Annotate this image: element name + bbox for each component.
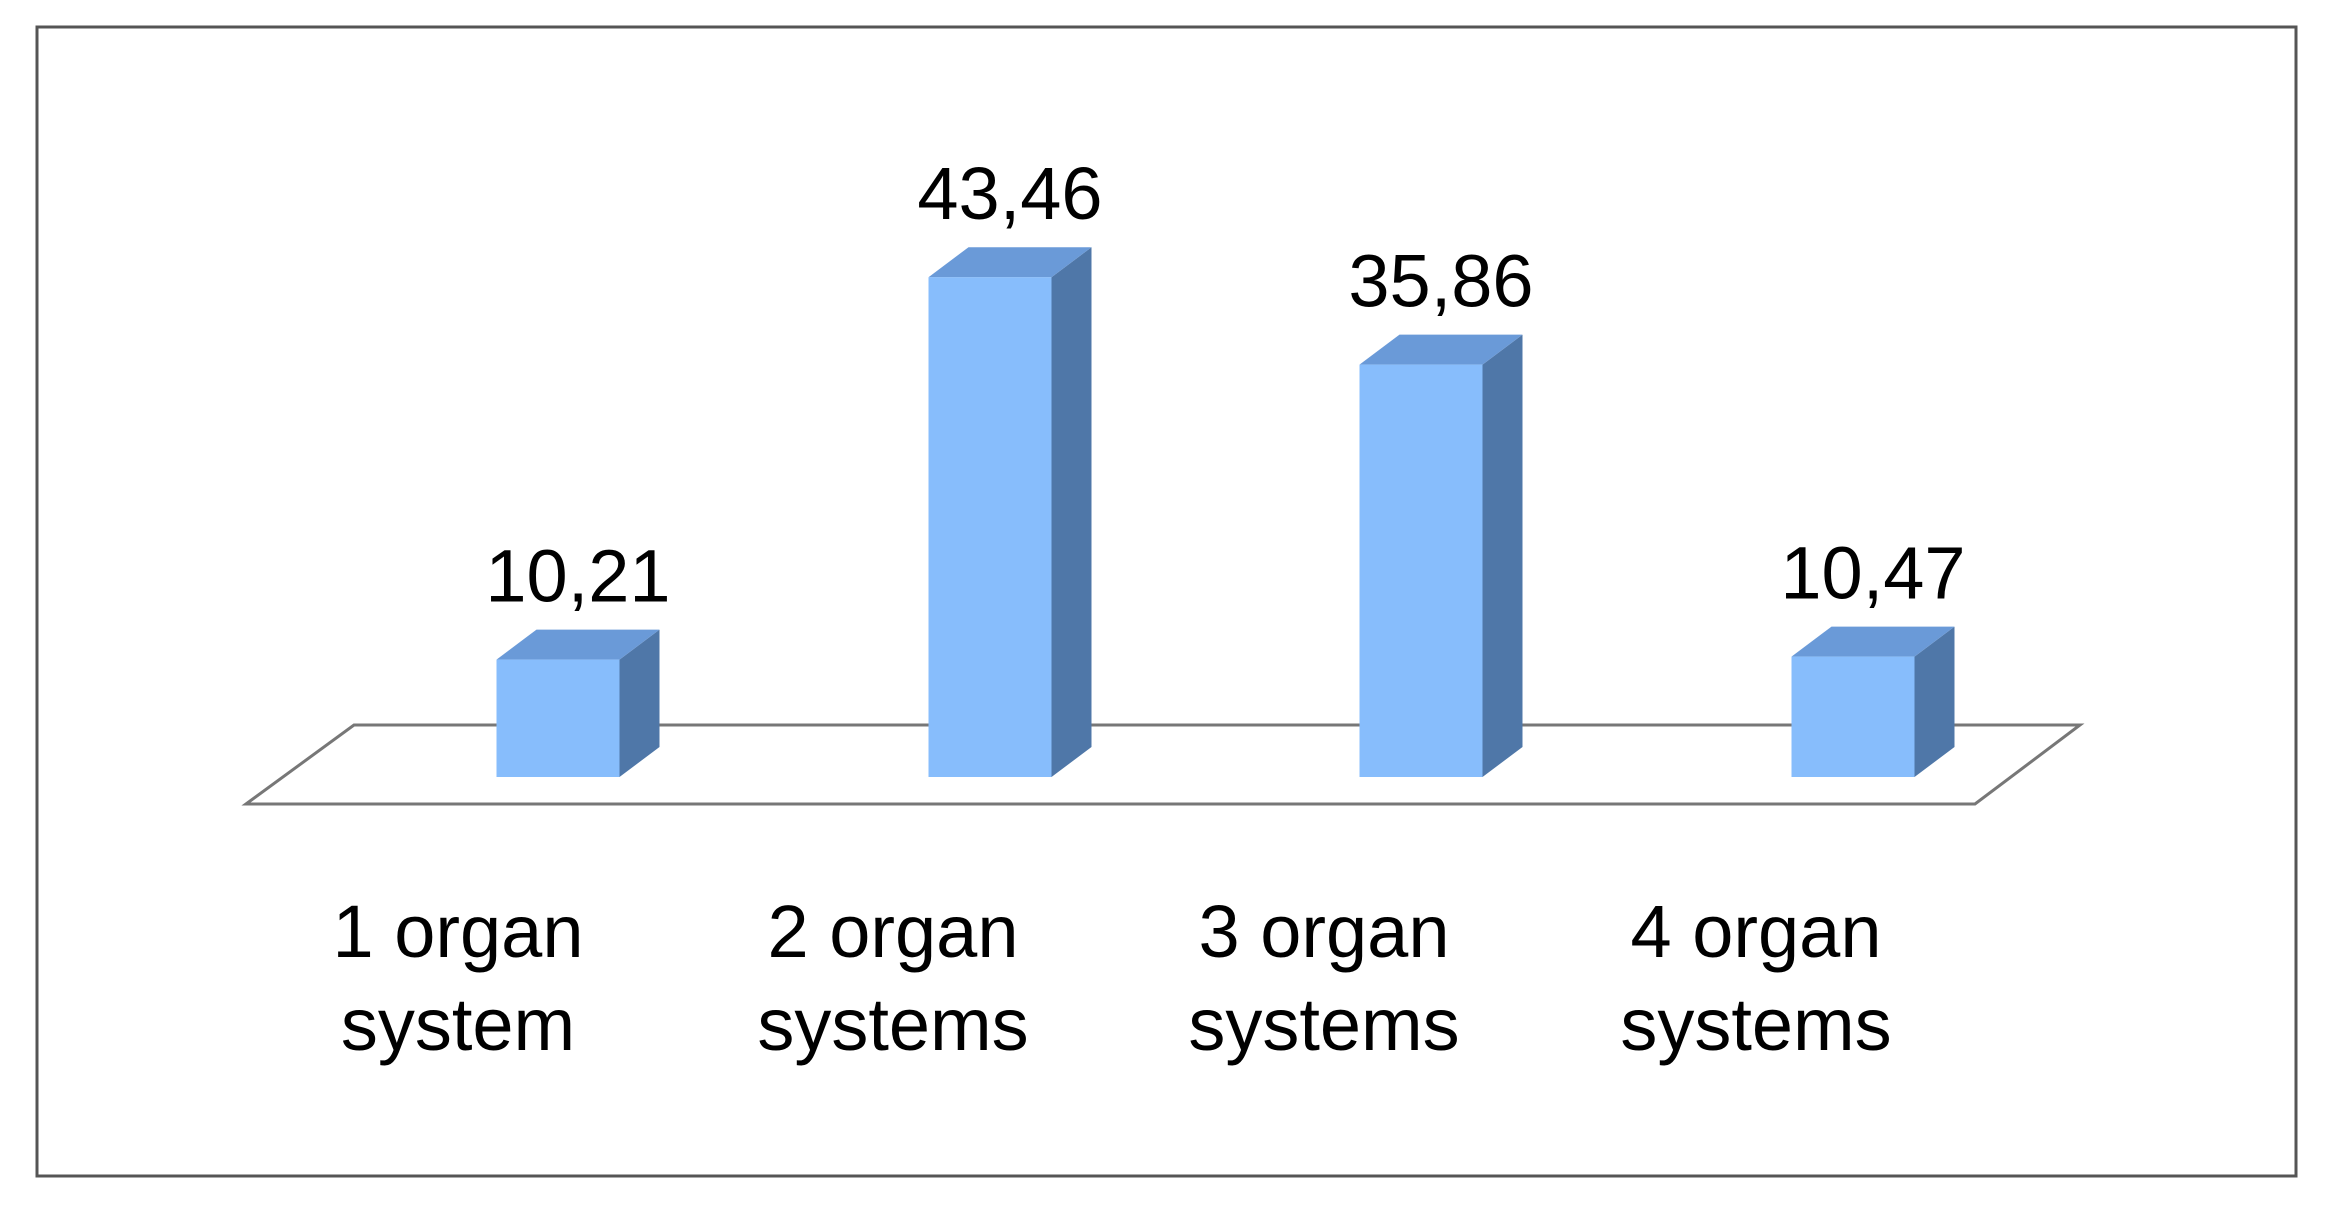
bar-side [1051, 247, 1092, 777]
value-label: 10,21 [485, 535, 670, 618]
bar-side [1482, 334, 1523, 777]
x-tick-label: 2 organ systems [757, 890, 1029, 1066]
x-tick-label: 3 organ systems [1188, 890, 1460, 1066]
bar-front [496, 659, 620, 777]
bar-front [1359, 364, 1483, 777]
value-label: 35,86 [1348, 240, 1533, 323]
bar-side [619, 629, 660, 777]
bar-top [496, 629, 660, 660]
value-label: 10,47 [1780, 532, 1965, 615]
bar-front [1791, 656, 1915, 777]
bar [496, 629, 660, 777]
bar-top [1359, 334, 1523, 365]
bar-top [928, 247, 1092, 278]
value-label: 43,46 [917, 152, 1102, 235]
bar [1359, 334, 1523, 777]
bar [1791, 626, 1955, 777]
bar-top [1791, 626, 1955, 657]
floor [241, 723, 2085, 806]
bar-side [1914, 626, 1955, 777]
chart-frame [35, 25, 2298, 1178]
x-tick-label: 4 organ systems [1620, 890, 1892, 1066]
x-tick-label: 1 organ system [332, 890, 584, 1066]
bar-front [928, 277, 1052, 777]
bar [928, 247, 1092, 777]
